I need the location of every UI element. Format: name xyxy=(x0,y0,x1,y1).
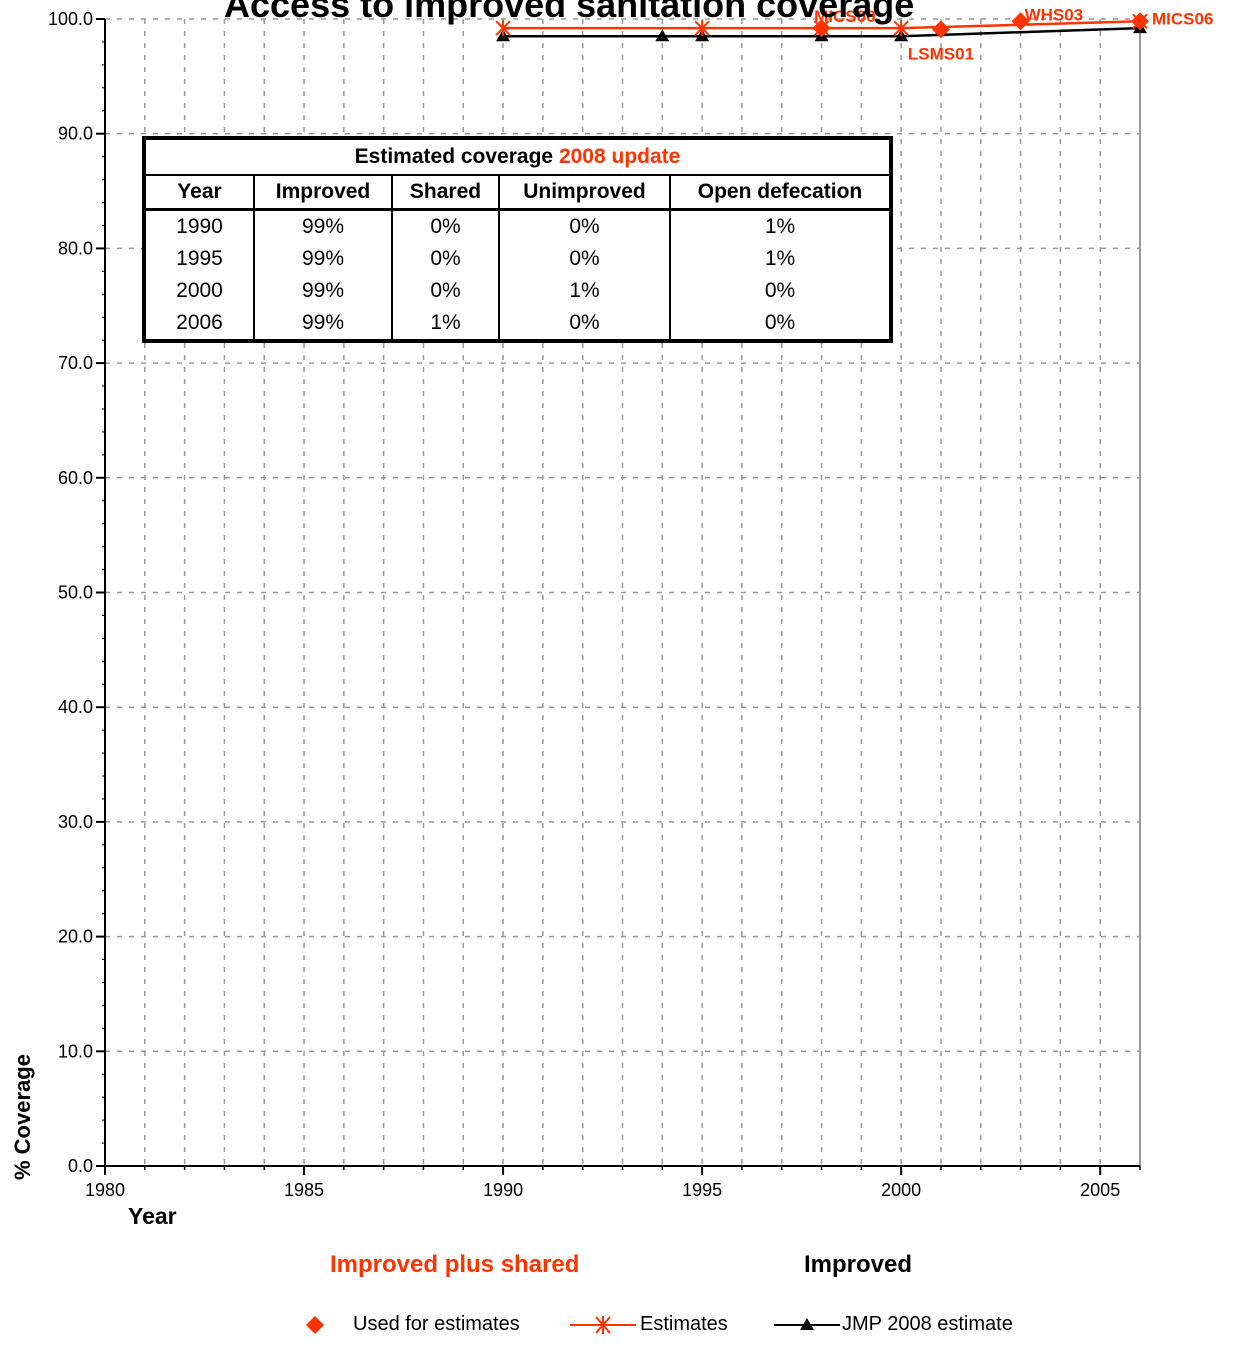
table-cell: 0% xyxy=(669,307,892,341)
x-tick-label: 1995 xyxy=(682,1180,722,1200)
y-tick-label: 100.0 xyxy=(48,9,93,29)
jmp-estimate-point xyxy=(655,29,670,42)
table-row: 2000 99% 0% 1% 0% xyxy=(143,275,892,307)
table-caption-row: Estimated coverage 2008 update xyxy=(143,138,892,176)
subtitle-improved-plus-shared: Improved plus shared xyxy=(330,1251,580,1278)
y-tick-label: 40.0 xyxy=(58,697,93,717)
y-tick-label: 30.0 xyxy=(58,812,93,832)
table-cell: 0% xyxy=(498,243,671,275)
table-cell: 1% xyxy=(669,243,892,275)
table-cell: 0% xyxy=(498,307,671,341)
subtitle-improved: Improved xyxy=(804,1251,913,1278)
survey-label: MICS00 xyxy=(814,7,875,26)
y-tick-label: 90.0 xyxy=(58,124,93,144)
x-tick-label: 2005 xyxy=(1080,1180,1120,1200)
table-cell: 0% xyxy=(391,209,500,243)
table-cell: 1% xyxy=(391,307,500,341)
table-cell: 99% xyxy=(253,243,393,275)
column-header-improved: Improved xyxy=(253,175,393,211)
table-caption-text: Estimated coverage xyxy=(354,145,559,168)
survey-point xyxy=(1131,12,1149,31)
survey-label: LSMS01 xyxy=(908,44,974,63)
table-cell: 2000 xyxy=(143,275,255,307)
y-tick-label: 60.0 xyxy=(58,468,93,488)
column-header-unimproved: Unimproved xyxy=(498,175,671,211)
table-row: 1995 99% 0% 0% 1% xyxy=(143,243,892,275)
survey-point xyxy=(812,19,831,38)
column-header-year: Year xyxy=(143,175,255,211)
table-cell: 99% xyxy=(253,209,393,243)
column-header-shared: Shared xyxy=(391,175,500,211)
table-cell: 0% xyxy=(498,209,671,243)
survey-point xyxy=(931,20,950,39)
legend-star-line-icon xyxy=(570,1316,636,1334)
table-row: 2006 99% 1% 0% 0% xyxy=(143,307,892,341)
y-tick-label: 50.0 xyxy=(58,583,93,603)
table-cell: 0% xyxy=(391,243,500,275)
survey-label: MICS06 xyxy=(1152,9,1213,28)
y-tick-label: 10.0 xyxy=(58,1041,93,1061)
legend-label-used-for-estimates: Used for estimates xyxy=(353,1313,520,1335)
estimates-point xyxy=(893,20,909,37)
legend-label-estimates: Estimates xyxy=(640,1313,728,1335)
table-header-row: Year Improved Shared Unimproved Open def… xyxy=(143,175,892,211)
survey-point xyxy=(1011,12,1030,31)
table-cell: 2006 xyxy=(143,307,255,341)
x-tick-label: 1980 xyxy=(85,1180,125,1200)
coverage-table: Estimated coverage 2008 update Year Impr… xyxy=(142,136,893,343)
chart-title: Access to improved sanitation coverage xyxy=(224,0,915,25)
table-cell: 99% xyxy=(253,307,393,341)
table-cell: 0% xyxy=(391,275,500,307)
legend-triangle-line-icon xyxy=(774,1318,840,1330)
table-cell: 1990 xyxy=(143,209,255,243)
survey-label: WHS03 xyxy=(1025,5,1084,24)
y-tick-label: 80.0 xyxy=(58,238,93,258)
table-cell: 1% xyxy=(498,275,671,307)
y-tick-label: 20.0 xyxy=(58,927,93,947)
table-caption-update: 2008 update xyxy=(558,145,681,168)
x-tick-label: 1990 xyxy=(483,1180,523,1200)
table-caption: Estimated coverage 2008 update xyxy=(143,138,892,176)
x-tick-label: 2000 xyxy=(881,1180,921,1200)
x-axis-label: Year xyxy=(128,1203,177,1229)
legend-label-jmp-2008: JMP 2008 estimate xyxy=(842,1313,1013,1335)
column-header-open-defecation: Open defecation xyxy=(669,175,892,211)
estimates-point xyxy=(694,20,710,37)
x-tick-label: 1985 xyxy=(284,1180,324,1200)
table-row: 1990 99% 0% 0% 1% xyxy=(143,209,892,243)
table-cell: 1995 xyxy=(143,243,255,275)
y-axis-label: % Coverage xyxy=(10,1054,35,1180)
table-cell: 0% xyxy=(669,275,892,307)
table-cell: 99% xyxy=(253,275,393,307)
estimates-point xyxy=(495,20,511,37)
legend-diamond-icon xyxy=(306,1316,324,1334)
y-tick-label: 70.0 xyxy=(58,353,93,373)
table-cell: 1% xyxy=(669,209,892,243)
y-tick-label: 0.0 xyxy=(68,1156,93,1176)
